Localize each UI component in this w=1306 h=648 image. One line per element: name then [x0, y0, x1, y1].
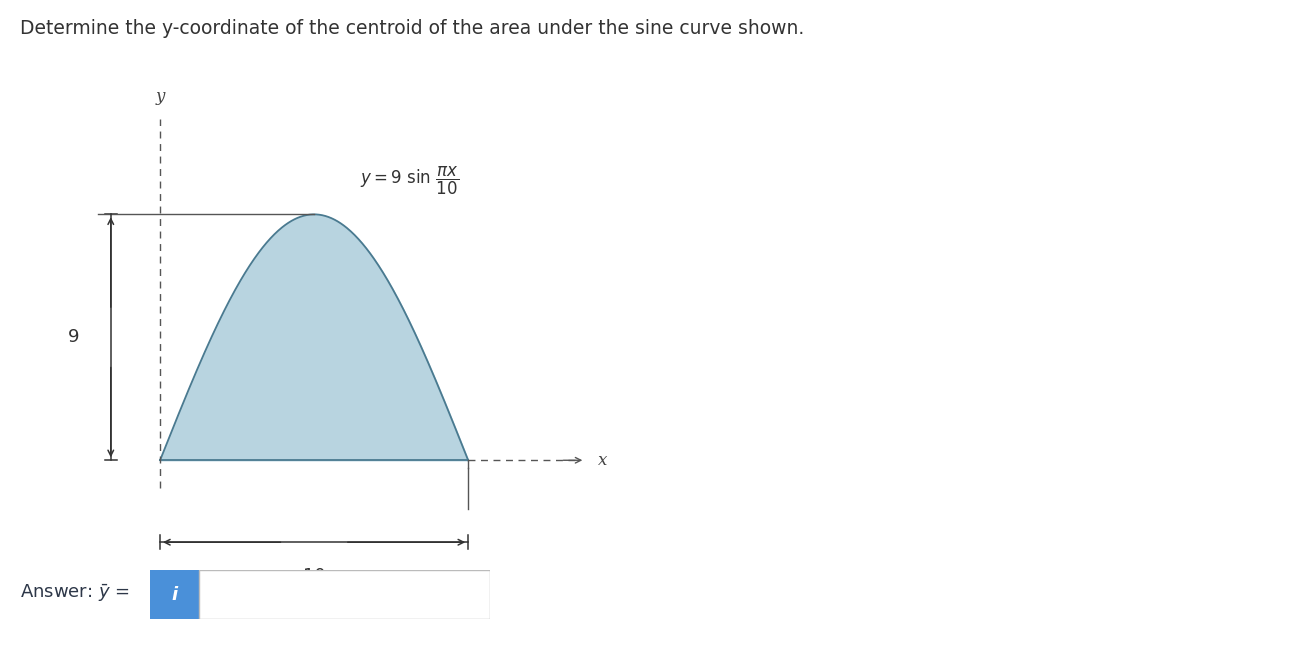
Text: Answer: $\bar{y}$ =: Answer: $\bar{y}$ =	[20, 582, 129, 604]
Text: i: i	[171, 586, 178, 603]
FancyBboxPatch shape	[200, 570, 490, 619]
Text: 10: 10	[303, 567, 325, 584]
Text: y: y	[155, 88, 165, 105]
FancyBboxPatch shape	[150, 570, 200, 619]
Text: $y = 9\ \mathrm{sin}\ \dfrac{\pi x}{10}$: $y = 9\ \mathrm{sin}\ \dfrac{\pi x}{10}$	[360, 165, 460, 198]
Text: x: x	[598, 452, 607, 469]
Text: Determine the y-coordinate of the centroid of the area under the sine curve show: Determine the y-coordinate of the centro…	[20, 19, 803, 38]
Text: 9: 9	[68, 329, 80, 346]
